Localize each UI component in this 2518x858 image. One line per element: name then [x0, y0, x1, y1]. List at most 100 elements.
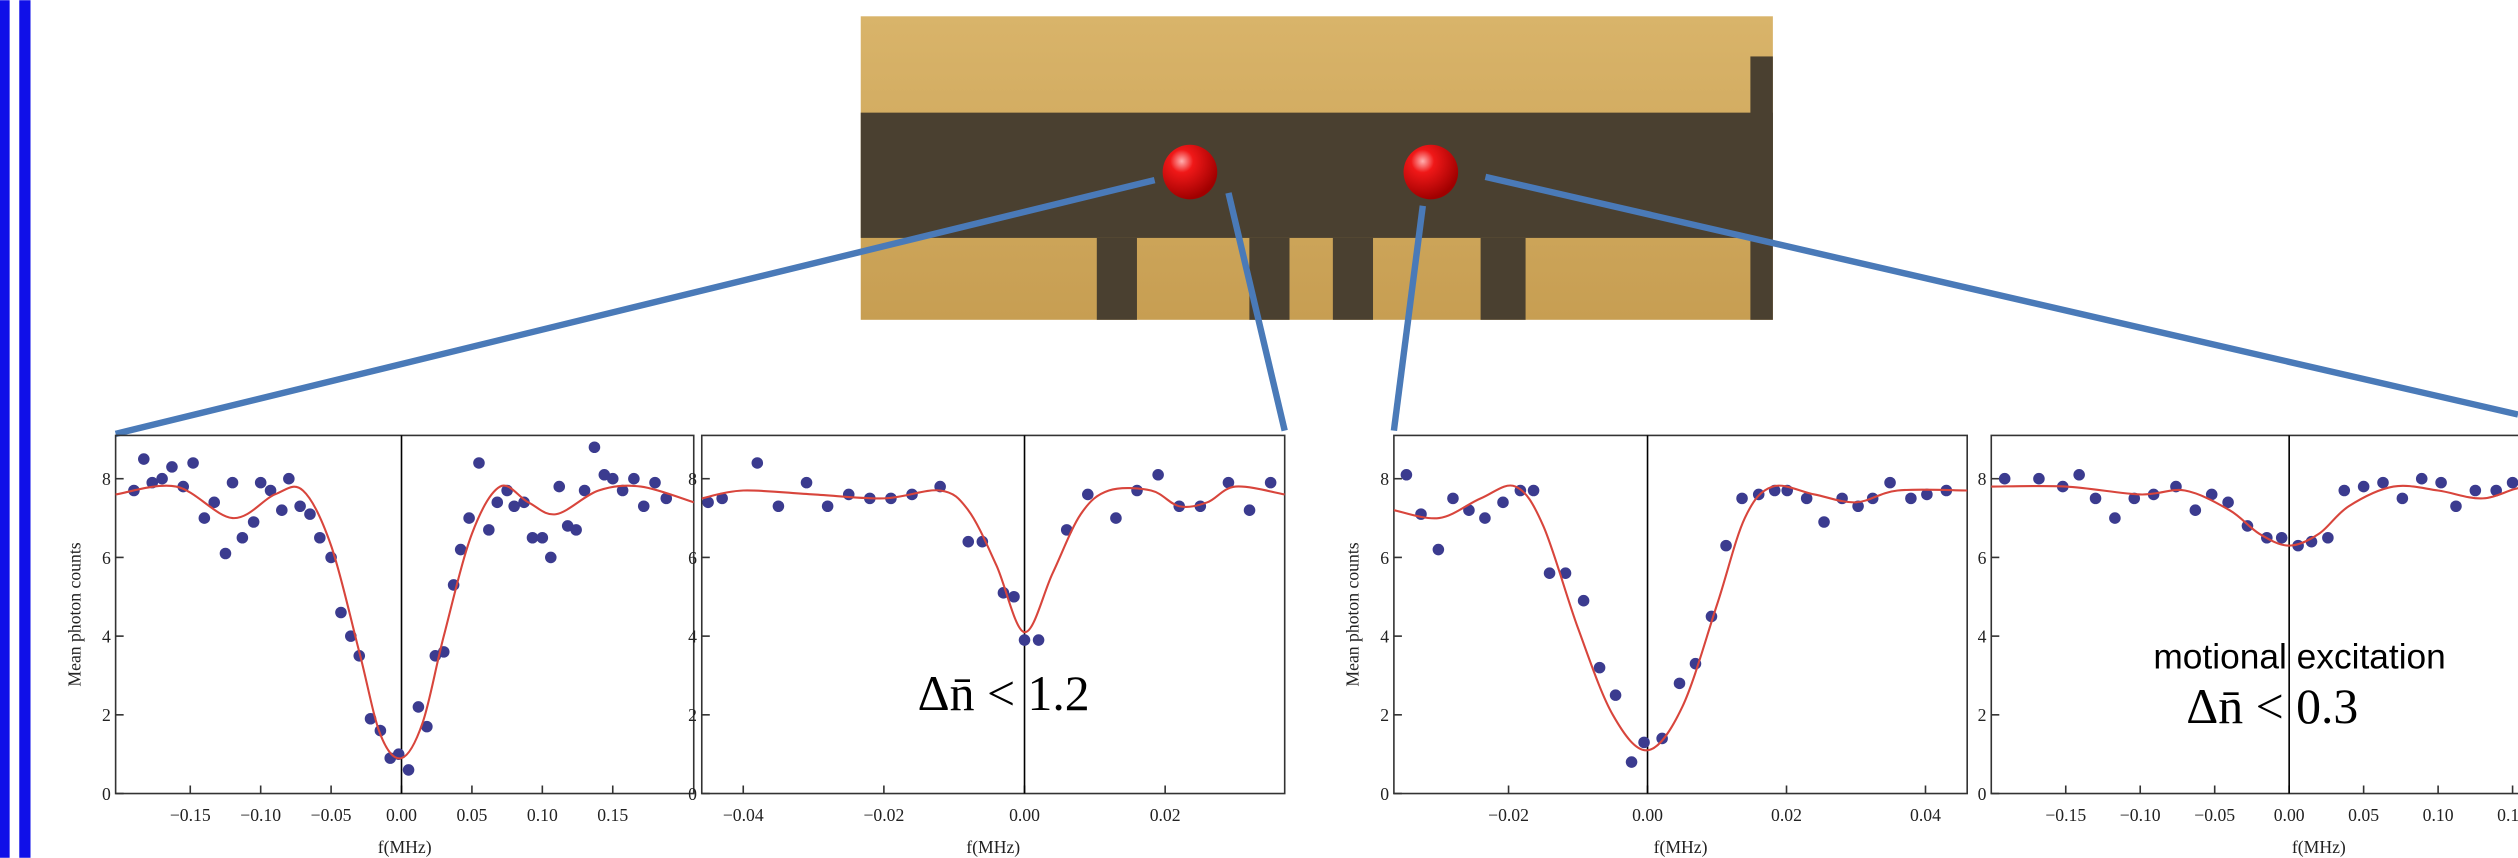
y-tick-label: 8 [1978, 469, 1987, 489]
ion [1404, 145, 1459, 200]
data-point [773, 500, 785, 512]
data-point [1720, 540, 1732, 552]
data-point [1033, 634, 1045, 646]
data-point [335, 607, 347, 619]
x-tick-label: 0.00 [1632, 805, 1663, 825]
data-point [1544, 567, 1556, 579]
data-point [463, 512, 475, 524]
x-tick-label: −0.10 [240, 805, 281, 825]
data-point [138, 453, 150, 465]
data-point [1626, 756, 1638, 768]
plot-frame [1394, 435, 1967, 793]
data-point [1818, 516, 1830, 528]
x-tick-label: 0.02 [1771, 805, 1802, 825]
annotation: Δn̄ < 1.2 [918, 666, 1090, 721]
data-point [1082, 489, 1094, 501]
data-point [237, 532, 249, 544]
data-point [2470, 485, 2482, 497]
x-tick-label: 0.10 [527, 805, 558, 825]
x-tick-label: −0.04 [723, 805, 764, 825]
data-point [2358, 481, 2370, 493]
data-point [2450, 500, 2462, 512]
data-point [843, 489, 855, 501]
ion [1163, 145, 1218, 200]
data-point [1528, 485, 1540, 497]
y-tick-label: 2 [688, 705, 697, 725]
y-tick-label: 6 [102, 548, 111, 568]
fit-curve [1394, 485, 1967, 750]
data-point [314, 532, 326, 544]
data-point [187, 457, 199, 469]
y-tick-label: 4 [102, 627, 111, 647]
data-point [1638, 737, 1650, 749]
page: html, body { margin: 0; padding: 0; widt… [0, 0, 2518, 858]
chart: 02468−0.020.000.020.04f(MHz)Mean photon … [1343, 435, 1968, 857]
data-point [283, 473, 295, 485]
data-point [527, 532, 539, 544]
x-tick-label: 0.15 [597, 805, 628, 825]
slide: 02468−0.15−0.10−0.050.000.050.100.15f(MH… [0, 0, 2518, 858]
data-point [220, 548, 232, 560]
data-point [199, 512, 211, 524]
data-point [166, 461, 178, 473]
data-point [1265, 477, 1277, 489]
plot-frame [702, 435, 1285, 793]
data-point [1884, 477, 1896, 489]
x-axis-label: f(MHz) [966, 837, 1020, 857]
data-point [1008, 591, 1020, 603]
data-point [638, 500, 650, 512]
data-point [801, 477, 813, 489]
data-point [227, 477, 239, 489]
x-tick-label: 0.15 [2497, 805, 2518, 825]
data-point [156, 473, 168, 485]
y-tick-label: 6 [1380, 548, 1389, 568]
x-tick-label: −0.10 [2120, 805, 2161, 825]
data-point [276, 504, 288, 516]
data-point [607, 473, 619, 485]
y-axis-label: Mean photon counts [1343, 542, 1363, 686]
fit-curve [1991, 486, 2518, 546]
y-tick-label: 8 [1380, 469, 1389, 489]
x-tick-label: 0.00 [1009, 805, 1040, 825]
data-point [962, 536, 974, 548]
data-point [2435, 477, 2447, 489]
data-point [822, 500, 834, 512]
data-point [294, 500, 306, 512]
data-point [537, 532, 549, 544]
data-point [403, 764, 415, 776]
x-axis-label: f(MHz) [2292, 837, 2346, 857]
annotation: Δn̄ < 0.3 [2186, 679, 2358, 734]
x-tick-label: 0.10 [2423, 805, 2454, 825]
data-point [1019, 634, 1031, 646]
y-tick-label: 4 [688, 627, 697, 647]
data-point [1594, 662, 1606, 674]
x-tick-label: −0.15 [170, 805, 211, 825]
data-point [2276, 532, 2288, 544]
data-point [589, 441, 601, 453]
y-tick-label: 6 [1978, 548, 1987, 568]
data-point [2397, 493, 2409, 505]
annotation: motional excitation [2153, 637, 2445, 676]
data-point [2090, 493, 2102, 505]
data-point [1736, 493, 1748, 505]
x-tick-label: −0.05 [2194, 805, 2235, 825]
data-point [2033, 473, 2045, 485]
data-point [1152, 469, 1164, 481]
y-tick-label: 8 [102, 469, 111, 489]
data-point [1447, 493, 1459, 505]
y-axis-label: Mean photon counts [64, 542, 84, 686]
data-point [2190, 504, 2202, 516]
data-point [1905, 493, 1917, 505]
x-tick-label: 0.02 [1150, 805, 1181, 825]
data-point [1401, 469, 1413, 481]
x-axis-label: f(MHz) [378, 837, 432, 857]
data-point [473, 457, 485, 469]
y-tick-label: 2 [1978, 705, 1987, 725]
data-point [649, 477, 661, 489]
x-axis-label: f(MHz) [1654, 837, 1708, 857]
data-point [304, 508, 316, 520]
data-point [508, 500, 520, 512]
y-tick-label: 0 [1978, 784, 1987, 804]
